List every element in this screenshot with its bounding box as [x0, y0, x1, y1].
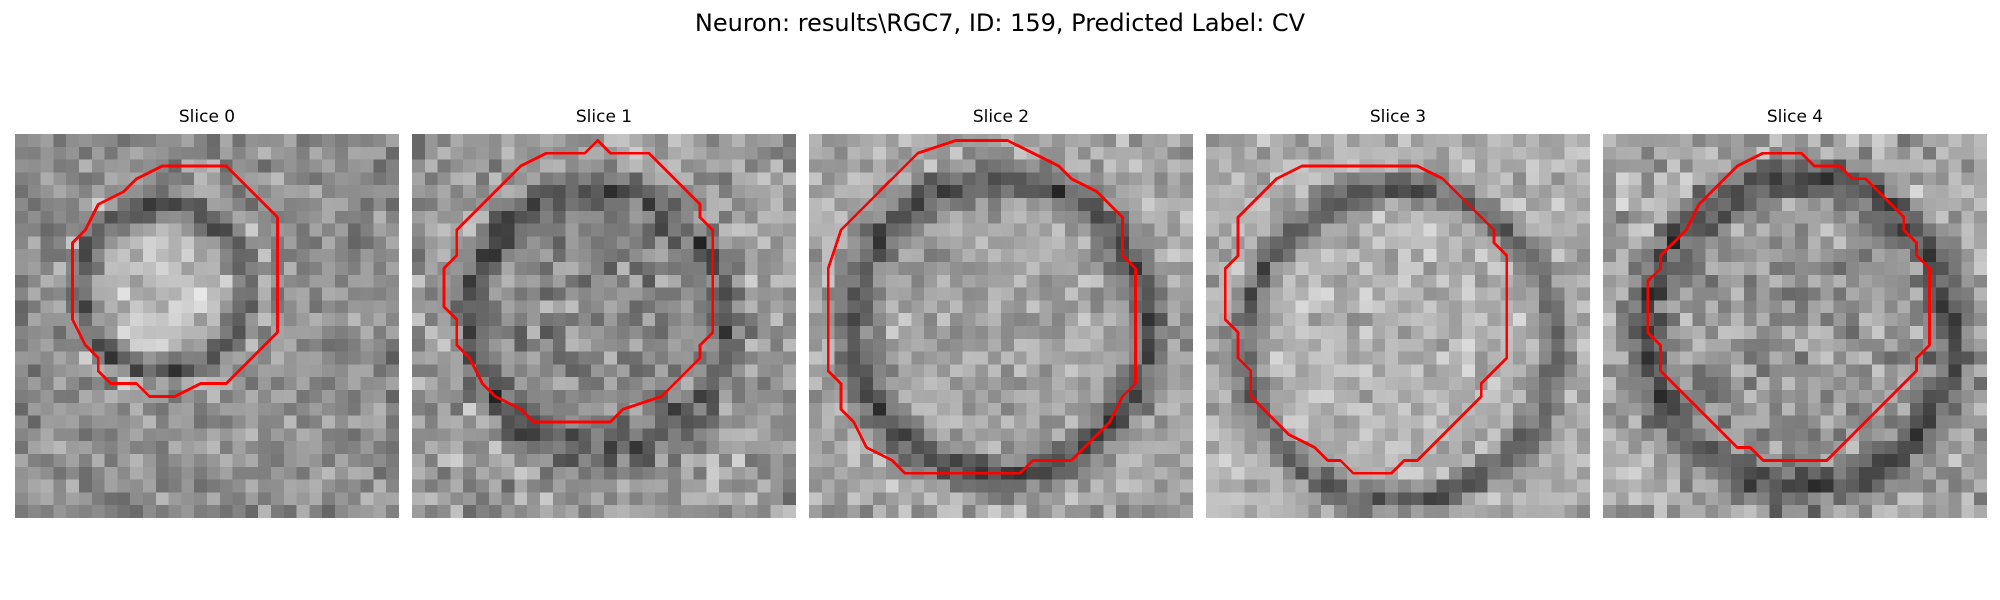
slice-image-2 [809, 134, 1193, 518]
slice-image-3 [1206, 134, 1590, 518]
cell-contour [442, 138, 715, 424]
slice-title-4: Slice 4 [1766, 107, 1824, 127]
slice-image-4 [1603, 134, 1987, 518]
slice-panel-1: Slice 1 [412, 106, 796, 518]
slice-panel-2: Slice 2 [809, 106, 1193, 518]
slice-panel-3: Slice 3 [1206, 106, 1590, 518]
slice-title-2: Slice 2 [972, 107, 1030, 127]
slice-panel-0: Slice 0 [15, 106, 399, 518]
cell-contour [1646, 151, 1931, 462]
cell-contour [71, 164, 279, 398]
cell-contour [1223, 164, 1509, 475]
slice-image-1 [412, 134, 796, 518]
slice-title-0: Slice 0 [178, 107, 236, 127]
slice-title-3: Slice 3 [1369, 107, 1427, 127]
slice-image-0 [15, 134, 399, 518]
figure-title: Neuron: results\RGC7, ID: 159, Predicted… [694, 9, 1306, 37]
slice-title-1: Slice 1 [575, 107, 633, 127]
slice-panel-4: Slice 4 [1603, 106, 1987, 518]
cell-contour [826, 138, 1137, 475]
